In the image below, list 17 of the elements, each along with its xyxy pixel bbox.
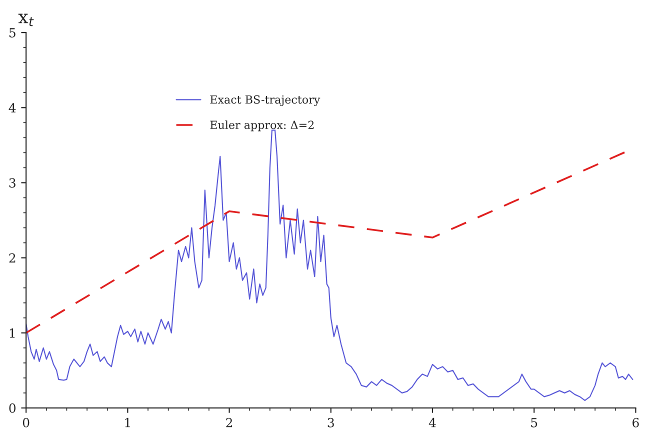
x-tick-label: 3 — [328, 418, 334, 428]
x-tick-label: 6 — [632, 418, 639, 428]
legend-label: Euler approx: Δ=2 — [210, 120, 314, 132]
x-tick-label: 4 — [428, 418, 436, 428]
x-tick-label: 1 — [125, 418, 130, 428]
y-tick-label: 4 — [8, 103, 16, 112]
x-tick-label: 5 — [531, 418, 538, 428]
x-tick-label: 2 — [226, 418, 232, 428]
y-tick-label: 0 — [9, 403, 16, 413]
x-tick-label: 0 — [22, 418, 30, 428]
y-tick-label: 2 — [9, 253, 16, 263]
y-tick-label: 1 — [10, 328, 15, 338]
y-axis-title: x$_{t}$ — [18, 14, 34, 26]
line-series — [26, 130, 634, 402]
legend-label: Exact BS-trajectory — [210, 95, 320, 106]
y-tick-label: 5 — [9, 28, 16, 38]
y-tick-label: 3 — [9, 178, 16, 188]
